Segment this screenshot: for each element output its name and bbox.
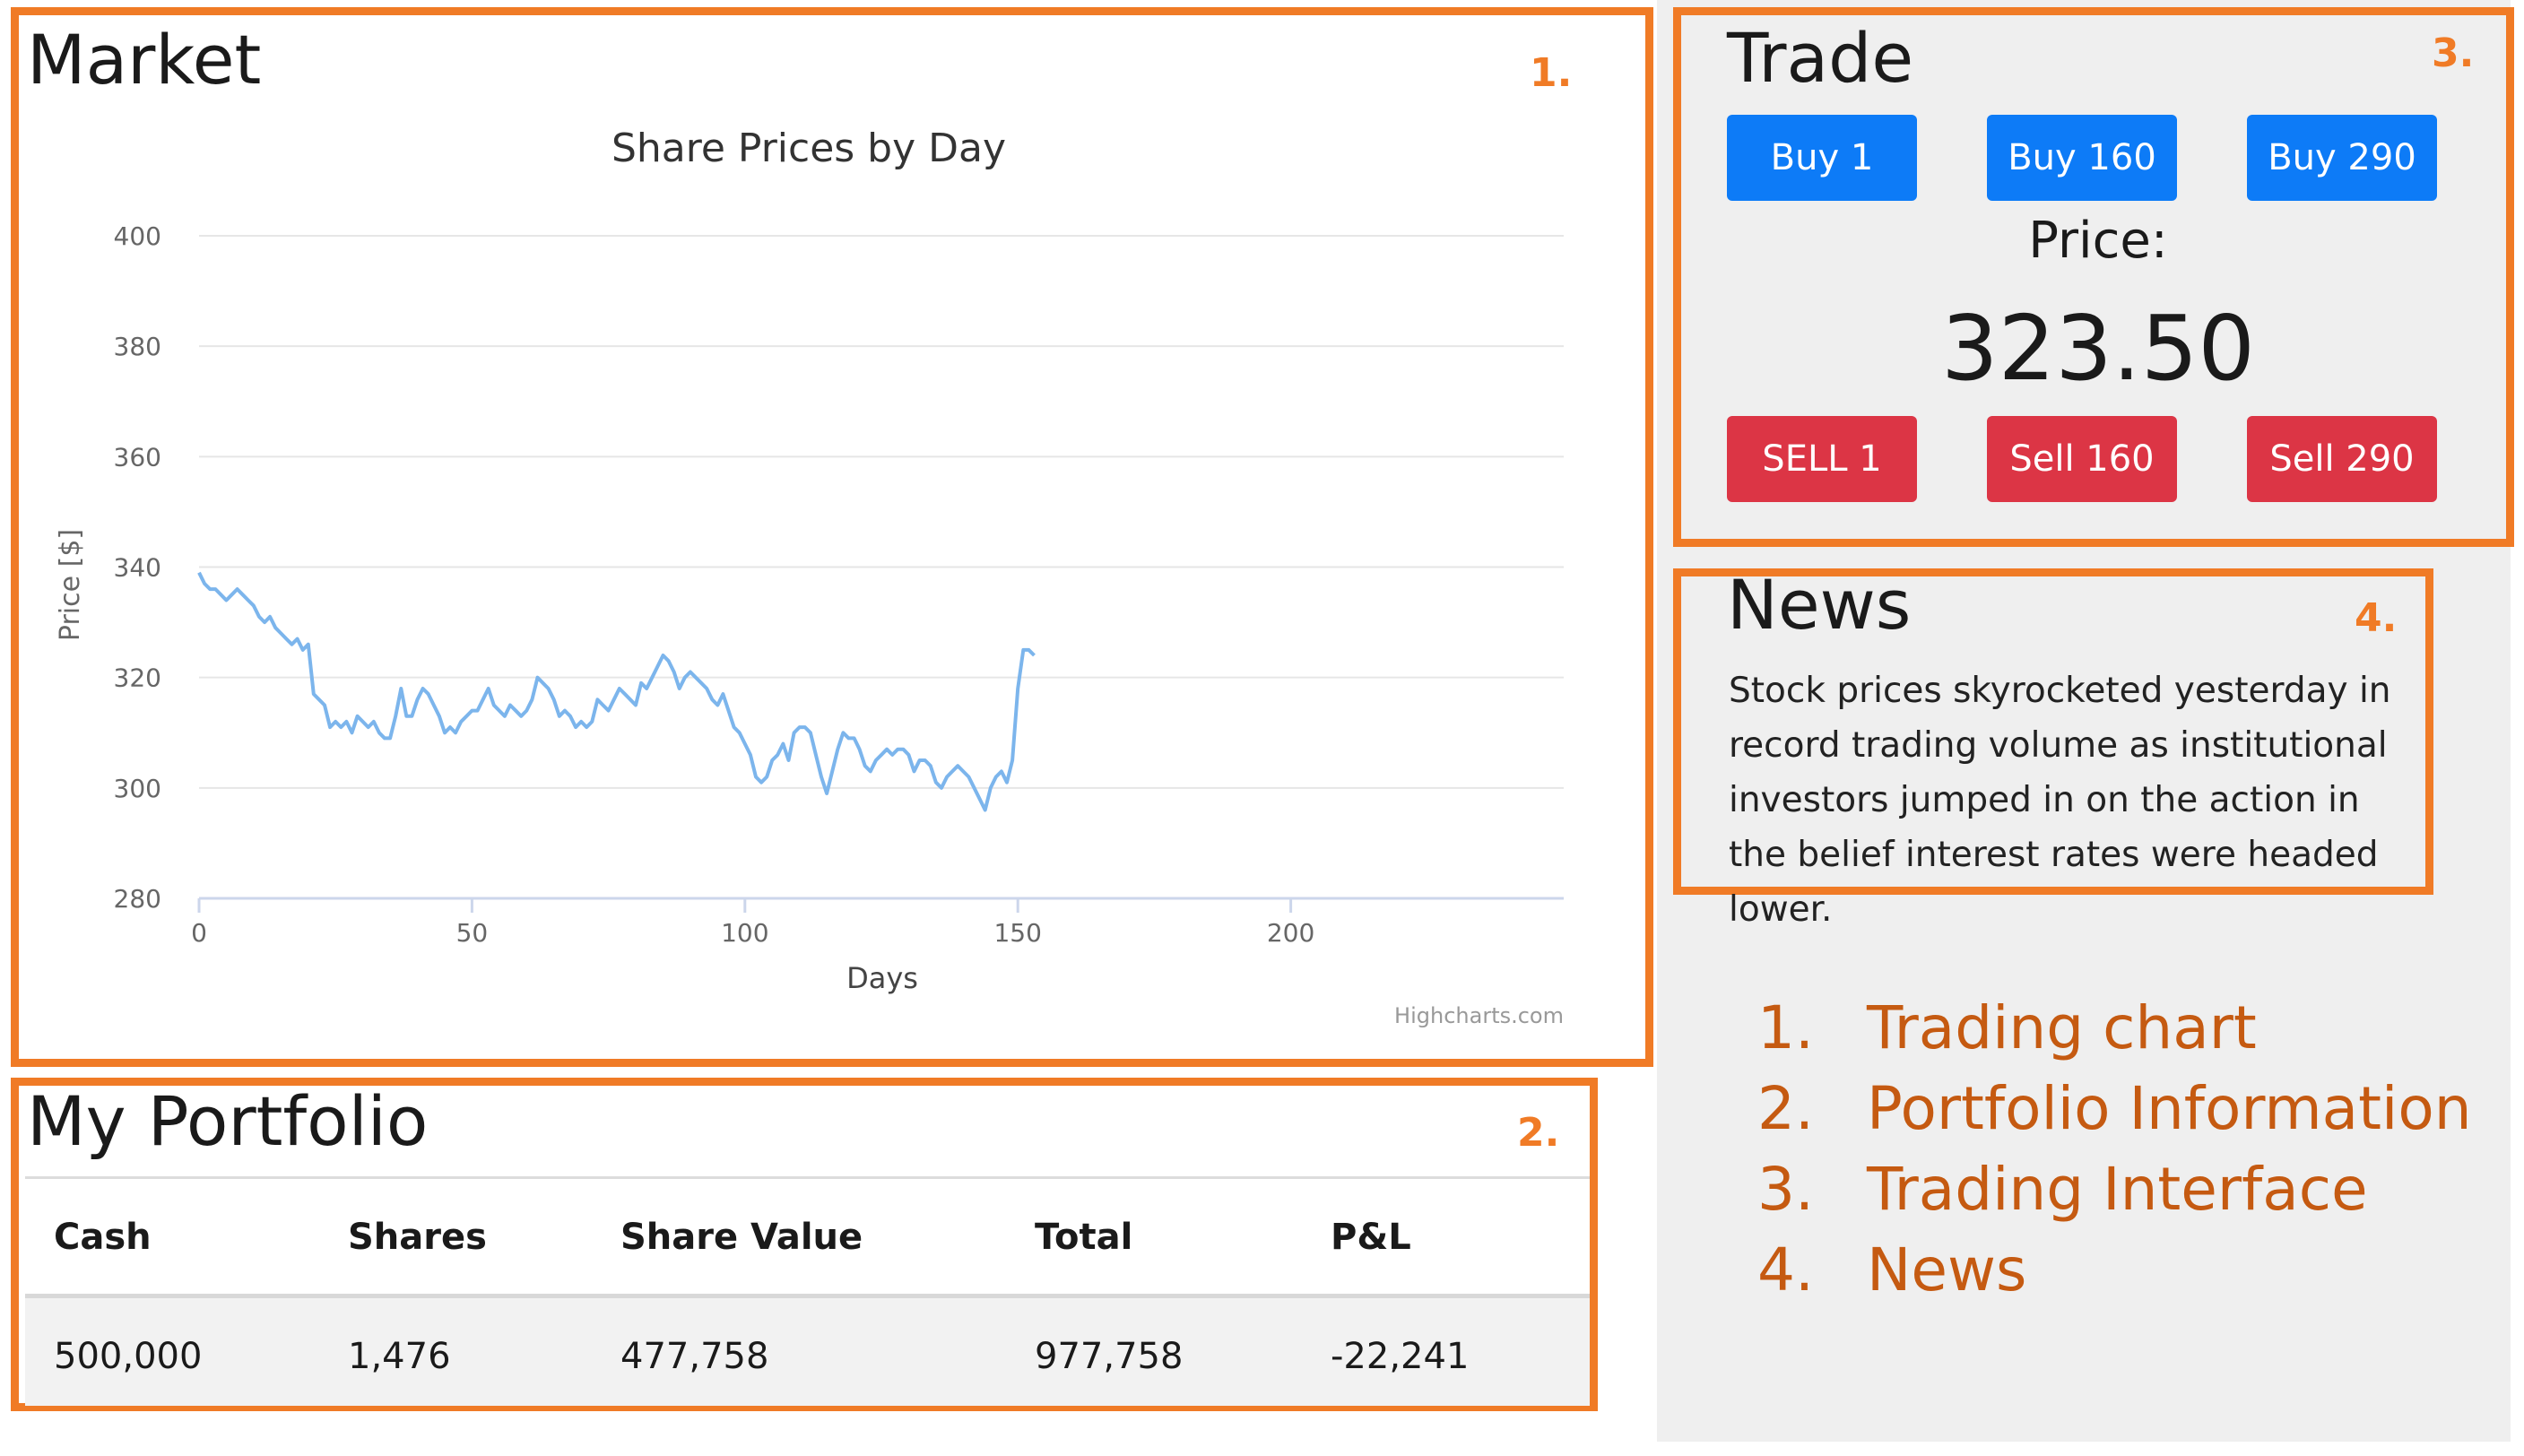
- buy-1-button[interactable]: Buy 1: [1727, 115, 1917, 201]
- header-share-value: Share Value: [620, 1217, 863, 1258]
- header-shares: Shares: [348, 1217, 487, 1258]
- legend-number: 2.: [1757, 1074, 1814, 1143]
- legend-text: Portfolio Information: [1867, 1074, 2472, 1143]
- price-value: 323.50: [1941, 296, 2255, 401]
- x-tick-label: 50: [456, 918, 489, 948]
- total-value: 977,758: [1035, 1336, 1184, 1377]
- x-tick-label: 100: [721, 918, 768, 948]
- portfolio-title: My Portfolio: [27, 1081, 429, 1161]
- right-column-background: [1657, 0, 2511, 1442]
- trade-title: Trade: [1727, 18, 1914, 98]
- chart-series-line: [197, 571, 1036, 812]
- chart-y-axis-label: Price [$]: [55, 529, 86, 641]
- news-panel-number: 4.: [2355, 595, 2398, 641]
- y-tick-label: 380: [114, 332, 161, 361]
- highcharts-credit-link[interactable]: Highcharts.com: [1394, 1003, 1564, 1028]
- chart-gridlines: [199, 235, 1564, 789]
- legend-number: 1.: [1757, 993, 1814, 1062]
- trade-panel-frame: [1673, 7, 2514, 547]
- header-pnl: P&L: [1331, 1217, 1411, 1258]
- y-tick-label: 280: [114, 884, 161, 914]
- header-total: Total: [1035, 1217, 1133, 1258]
- y-tick-label: 300: [114, 774, 161, 803]
- legend-number: 4.: [1757, 1235, 1814, 1304]
- market-title: Market: [27, 20, 262, 100]
- cash-value: 500,000: [54, 1336, 203, 1377]
- share-price-chart: Share Prices by Day 280 300 320 340 360 380 40…: [55, 126, 1564, 1028]
- y-tick-label: 360: [114, 442, 161, 472]
- legend-text: Trading Interface: [1867, 1155, 2368, 1224]
- sell-160-button[interactable]: Sell 160: [1987, 416, 2177, 502]
- legend-number: 3.: [1757, 1155, 1814, 1224]
- sell-1-button[interactable]: SELL 1: [1727, 416, 1917, 502]
- sell-290-button[interactable]: Sell 290: [2247, 416, 2437, 502]
- chart-x-axis-label: Days: [846, 961, 918, 995]
- y-tick-label: 400: [114, 221, 161, 251]
- market-panel-frame: [11, 7, 1653, 1067]
- chart-x-ticks: 0 50 100 150 200: [191, 898, 1314, 948]
- portfolio-table: Cash Shares Share Value Total P&L 500,00…: [25, 1176, 1590, 1406]
- portfolio-panel-number: 2.: [1517, 1110, 1560, 1156]
- market-panel-number: 1.: [1530, 50, 1573, 96]
- buy-160-button[interactable]: Buy 160: [1987, 115, 2177, 201]
- chart-y-ticks: 280 300 320 340 360 380 400: [114, 221, 161, 914]
- y-tick-label: 340: [114, 553, 161, 583]
- chart-title: Share Prices by Day: [611, 126, 1006, 171]
- news-article-text: Stock prices skyrocketed yesterday in re…: [1729, 671, 2391, 930]
- news-title: News: [1727, 565, 1912, 645]
- y-tick-label: 320: [114, 663, 161, 693]
- trade-panel-number: 3.: [2432, 30, 2475, 76]
- portfolio-panel-frame: [11, 1078, 1598, 1411]
- legend-text: Trading chart: [1867, 993, 2257, 1062]
- x-tick-label: 0: [191, 918, 207, 948]
- buy-290-button[interactable]: Buy 290: [2247, 115, 2437, 201]
- header-cash: Cash: [54, 1217, 152, 1258]
- price-label: Price:: [2028, 212, 2168, 270]
- share-value-value: 477,758: [620, 1336, 769, 1377]
- portfolio-table-header: Cash Shares Share Value Total P&L: [25, 1176, 1590, 1298]
- table-row: 500,000 1,476 477,758 977,758 -22,241: [25, 1298, 1590, 1406]
- shares-value: 1,476: [348, 1336, 451, 1377]
- news-panel-frame: [1673, 568, 2433, 895]
- pnl-value: -22,241: [1331, 1336, 1470, 1377]
- legend-text: News: [1867, 1235, 2027, 1304]
- x-tick-label: 200: [1267, 918, 1314, 948]
- x-tick-label: 150: [993, 918, 1041, 948]
